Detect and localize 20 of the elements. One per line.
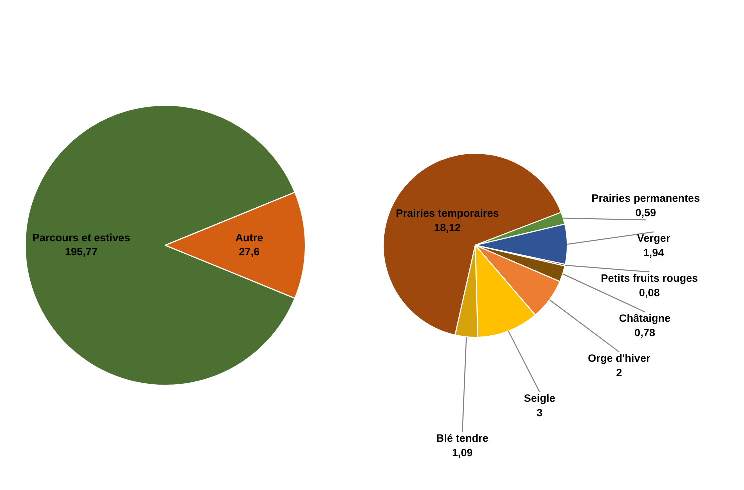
data-label: 1,09 bbox=[452, 447, 474, 460]
data-label: 3 bbox=[536, 407, 543, 420]
slice-label: Autre bbox=[236, 232, 264, 244]
data-label: 2 bbox=[616, 367, 622, 380]
slice-label: Petits fruits rouges bbox=[601, 272, 698, 285]
slice-label: Orge d'hiver bbox=[588, 352, 651, 365]
data-label: 27,6 bbox=[239, 246, 260, 259]
data-label: 18,12 bbox=[434, 222, 462, 235]
slice-label: Prairies temporaires bbox=[396, 208, 500, 220]
slice-label: Blé tendre bbox=[436, 432, 489, 445]
data-label: 0,78 bbox=[634, 327, 656, 340]
slice-label: Parcours et estives bbox=[32, 232, 130, 244]
data-label: 1,94 bbox=[644, 247, 664, 260]
slice-label: Verger bbox=[637, 232, 670, 245]
data-label: 0,59 bbox=[636, 207, 656, 220]
slice-label: Prairies permanentes bbox=[592, 192, 700, 205]
slice-label: Seigle bbox=[524, 392, 556, 405]
data-label: 0,08 bbox=[639, 287, 660, 300]
slice-label: Châtaigne bbox=[619, 312, 671, 325]
data-label: 195,77 bbox=[65, 246, 98, 259]
